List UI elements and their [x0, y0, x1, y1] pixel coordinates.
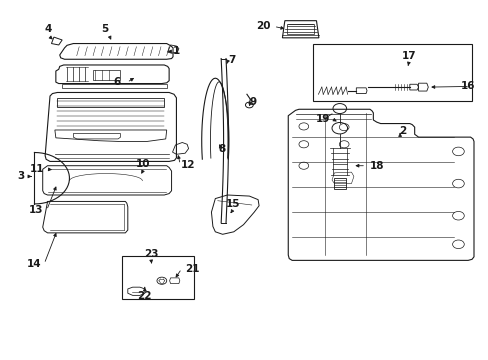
Text: 14: 14: [26, 259, 41, 269]
Text: 8: 8: [218, 144, 225, 154]
Text: 15: 15: [225, 199, 240, 209]
Text: 17: 17: [401, 51, 415, 62]
Text: 19: 19: [315, 114, 329, 124]
Text: 4: 4: [45, 24, 52, 34]
Text: 1: 1: [172, 46, 180, 57]
Text: 11: 11: [30, 164, 44, 174]
Text: 23: 23: [143, 249, 158, 259]
Text: 6: 6: [113, 77, 120, 87]
Text: 13: 13: [29, 205, 43, 215]
Text: 21: 21: [185, 264, 199, 274]
Text: 12: 12: [180, 159, 194, 170]
Text: 18: 18: [369, 161, 383, 171]
Text: 5: 5: [101, 24, 108, 34]
Text: 9: 9: [249, 97, 256, 107]
Text: 16: 16: [460, 81, 474, 91]
Bar: [312, 44, 471, 102]
Text: 2: 2: [399, 126, 406, 136]
Text: 3: 3: [18, 171, 24, 181]
Text: 7: 7: [227, 55, 235, 65]
Bar: [122, 256, 194, 298]
Bar: [333, 178, 345, 189]
Text: 22: 22: [137, 292, 152, 301]
Bar: [93, 69, 119, 80]
Text: 10: 10: [136, 159, 150, 169]
Text: 20: 20: [255, 21, 270, 31]
